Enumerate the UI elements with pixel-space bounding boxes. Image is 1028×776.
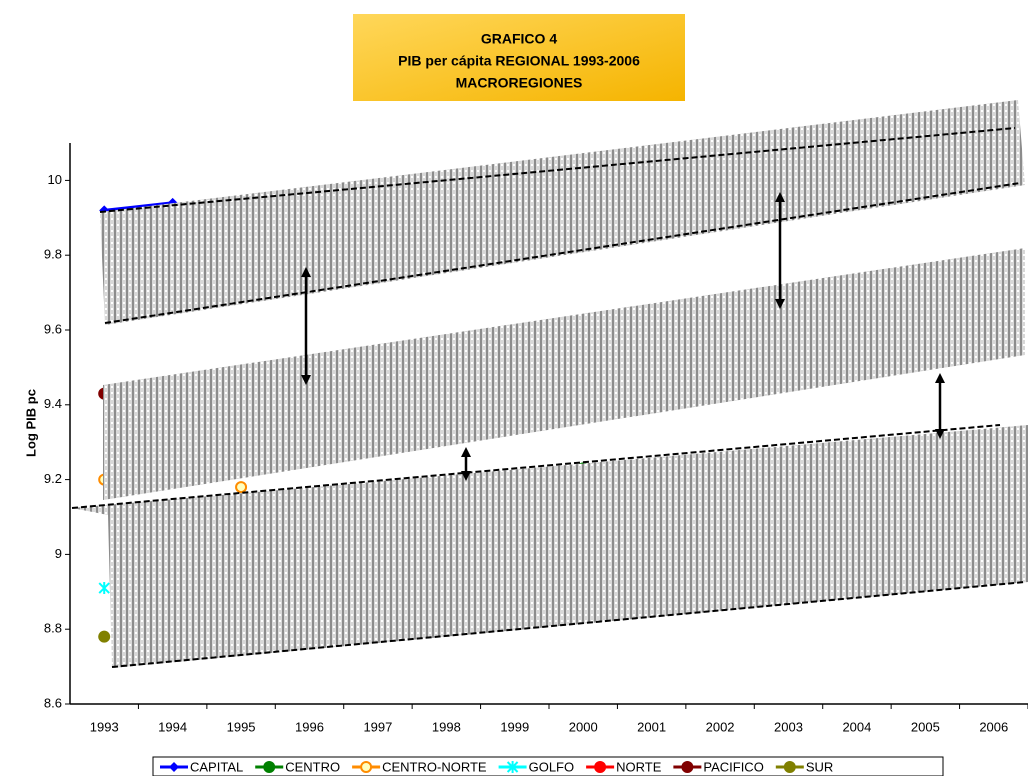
y-tick-label: 9.8	[44, 247, 62, 262]
point	[360, 761, 373, 773]
point	[98, 582, 110, 595]
band	[72, 425, 1028, 668]
x-tick-label: 1999	[500, 719, 529, 734]
chart-title: MACROREGIONES	[456, 75, 583, 91]
x-tick-label: 1998	[432, 719, 461, 734]
x-tick-label: 1997	[363, 719, 392, 734]
legend-label: SUR	[806, 759, 833, 774]
trend-line	[99, 127, 1016, 213]
point	[235, 481, 248, 494]
legend-label: PACIFICO	[703, 759, 763, 774]
y-tick-label: 8.6	[44, 695, 62, 710]
x-tick-label: 1996	[295, 719, 324, 734]
legend-label: GOLFO	[529, 759, 575, 774]
y-tick-label: 9.2	[44, 471, 62, 486]
chart-title: GRAFICO 4	[481, 31, 557, 47]
point	[594, 761, 607, 773]
point	[783, 761, 796, 773]
x-tick-label: 1994	[158, 719, 187, 734]
point	[98, 630, 111, 643]
bands	[71, 100, 1028, 668]
x-tick-label: 2002	[706, 719, 735, 734]
x-tick-label: 2003	[774, 719, 803, 734]
axes: 8.6 8.8 9 9.2 9.4 9.6 9.8 10 1993 1994 1995 1996 199…	[44, 143, 1028, 734]
y-tick-label: 8.8	[44, 621, 62, 636]
y-tick-label: 9.4	[44, 396, 62, 411]
x-tick-label: 2005	[911, 719, 940, 734]
x-tick-label: 1993	[90, 719, 119, 734]
y-axis-label: Log PIB pc	[23, 389, 38, 457]
point	[263, 761, 276, 773]
band	[103, 248, 1025, 500]
band	[100, 100, 1025, 325]
legend-label: CAPITAL	[190, 759, 243, 774]
legend-items: CAPITAL CENTRO CENTRO-NORTE GOLFO NORTE PACIF…	[160, 759, 833, 774]
x-tick-label: 2001	[637, 719, 666, 734]
point	[506, 761, 519, 773]
chart-title: PIB per cápita REGIONAL 1993-2006	[398, 53, 640, 69]
y-tick-label: 9.6	[44, 321, 62, 336]
legend-label: CENTRO-NORTE	[382, 759, 487, 774]
x-tick-label: 1995	[227, 719, 256, 734]
point	[681, 761, 694, 773]
point	[169, 762, 179, 772]
legend-label: CENTRO	[285, 759, 340, 774]
title-box	[353, 14, 685, 101]
legend	[152, 756, 944, 776]
x-tick-label: 2006	[979, 719, 1008, 734]
x-tick-label: 2004	[842, 719, 871, 734]
trend-line	[104, 182, 1021, 324]
legend-label: NORTE	[616, 759, 662, 774]
trend-line	[71, 424, 1001, 509]
y-tick-label: 9	[55, 546, 62, 561]
x-tick-label: 2000	[569, 719, 598, 734]
y-tick-label: 10	[48, 172, 62, 187]
